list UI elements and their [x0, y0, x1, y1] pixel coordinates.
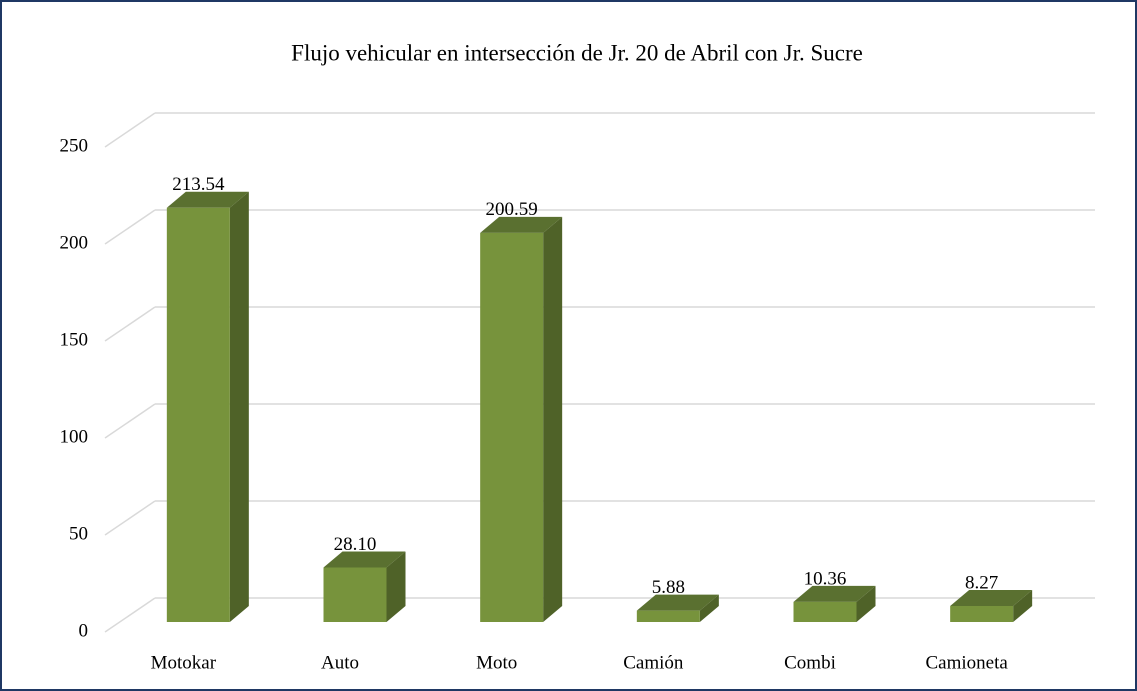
x-tick-label: Combi — [784, 652, 836, 673]
bar-side — [856, 585, 876, 622]
bar-front — [480, 232, 544, 622]
value-label: 28.10 — [334, 534, 377, 555]
bar-top — [480, 216, 563, 233]
bar — [323, 551, 406, 622]
x-tick-label: Motokar — [151, 652, 217, 673]
y-tick-label: 150 — [60, 329, 89, 350]
bar — [166, 191, 249, 622]
bar-front — [166, 207, 230, 622]
grid-line — [104, 597, 156, 633]
bar-side — [543, 216, 563, 622]
bar-front — [793, 601, 857, 622]
y-tick-label: 0 — [79, 620, 89, 641]
y-tick-label: 100 — [60, 426, 89, 447]
bar-top — [950, 589, 1033, 606]
value-label: 200.59 — [486, 199, 538, 220]
bar-side — [386, 551, 406, 622]
bar-side — [229, 191, 249, 622]
y-tick-label: 50 — [69, 523, 88, 544]
grid-line — [104, 112, 156, 148]
bar-front — [636, 610, 700, 622]
bar — [950, 589, 1033, 622]
y-tick-label: 250 — [60, 135, 89, 156]
grid-line — [104, 500, 156, 536]
grid-line — [104, 403, 156, 439]
grid-line — [104, 209, 156, 245]
bar-front — [950, 605, 1014, 622]
bar-side — [1013, 589, 1033, 622]
bar-side — [699, 594, 719, 622]
bar — [480, 216, 563, 622]
value-label: 10.36 — [804, 568, 847, 589]
bar-top — [636, 594, 719, 611]
x-tick-label: Camión — [623, 652, 684, 673]
bar-front — [323, 567, 387, 622]
value-label: 8.27 — [965, 572, 998, 593]
grid-line — [104, 306, 156, 342]
x-tick-label: Auto — [321, 652, 359, 673]
chart-title: Flujo vehicular en intersección de Jr. 2… — [291, 40, 863, 65]
bar — [636, 594, 719, 622]
x-tick-label: Moto — [476, 652, 517, 673]
bar-top — [323, 551, 406, 568]
bar-top — [793, 585, 876, 602]
y-tick-label: 200 — [60, 232, 89, 253]
bar — [793, 585, 876, 622]
value-label: 213.54 — [172, 174, 225, 195]
x-tick-label: Camioneta — [926, 652, 1009, 673]
value-label: 5.88 — [652, 577, 685, 598]
bar-top — [166, 191, 249, 208]
